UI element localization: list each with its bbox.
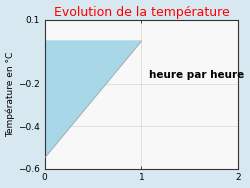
Text: heure par heure: heure par heure — [149, 70, 244, 80]
Title: Evolution de la température: Evolution de la température — [54, 6, 229, 19]
Y-axis label: Température en °C: Température en °C — [6, 52, 15, 137]
Polygon shape — [44, 41, 142, 158]
